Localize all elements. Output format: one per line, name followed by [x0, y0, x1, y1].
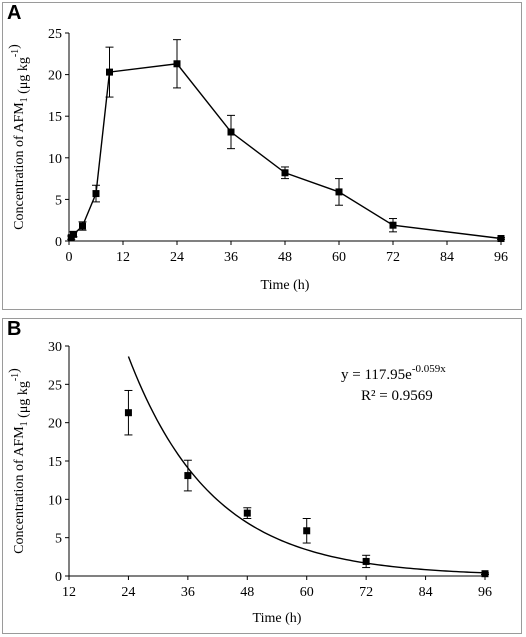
chart-panel-a: A Time (h) Concentration of AFM1 (μg kg-…	[2, 2, 522, 310]
x-tick-label: 96	[478, 585, 492, 600]
x-tick-label: 60	[300, 585, 314, 600]
data-point	[362, 557, 370, 565]
chart-b-svg: Time (h) Concentration of AFM1 (μg kg-1)…	[7, 340, 492, 626]
x-tick-label: 24	[170, 250, 184, 265]
x-tick-label: 72	[359, 585, 373, 600]
x-axis-title-b: Time (h)	[253, 611, 302, 626]
data-point	[303, 527, 311, 535]
x-tick-label: 96	[494, 250, 508, 265]
data-point	[481, 570, 489, 578]
x-tick-label: 60	[332, 250, 346, 265]
x-tick-label: 84	[440, 250, 454, 265]
y-tick-label: 20	[48, 417, 62, 432]
y-axis-title-b: Concentration of AFM1 (μg kg-1)	[7, 368, 31, 554]
x-tick-label: 36	[181, 585, 195, 600]
data-point	[79, 222, 86, 230]
x-tick-label: 48	[278, 250, 292, 265]
data-point	[389, 221, 397, 229]
data-point	[335, 188, 343, 196]
data-point	[227, 128, 235, 136]
chart-a-svg: Time (h) Concentration of AFM1 (μg kg-1)…	[7, 27, 508, 293]
x-tick-label: 84	[419, 585, 433, 600]
panel-label-b: B	[7, 318, 22, 340]
y-tick-label: 0	[55, 570, 62, 585]
y-tick-label: 25	[48, 378, 62, 393]
y-tick-label: 10	[48, 493, 62, 508]
data-point	[70, 230, 77, 238]
y-tick-label: 25	[48, 27, 62, 42]
trendline-r2: R² = 0.9569	[361, 388, 433, 404]
data-point	[243, 509, 251, 517]
data-point	[173, 60, 181, 68]
y-tick-label: 10	[48, 152, 62, 167]
data-point	[497, 235, 505, 243]
chart-panel-b: B Time (h) Concentration of AFM1 (μg kg-…	[2, 318, 522, 634]
y-tick-label: 5	[55, 532, 62, 547]
data-point	[281, 169, 289, 177]
y-tick-label: 20	[48, 69, 62, 84]
x-tick-label: 72	[386, 250, 400, 265]
y-tick-label: 15	[48, 455, 62, 470]
x-tick-label: 12	[116, 250, 130, 265]
trendline-equation: y = 117.95e-0.059x	[341, 363, 446, 383]
data-point	[92, 190, 100, 198]
x-tick-label: 24	[121, 585, 135, 600]
y-tick-label: 5	[55, 193, 62, 208]
data-point	[124, 409, 132, 417]
panel-label-a: A	[7, 2, 22, 24]
y-tick-label: 15	[48, 110, 62, 125]
x-tick-label: 48	[240, 585, 254, 600]
x-axis-title-a: Time (h)	[261, 278, 310, 293]
x-tick-label: 12	[62, 585, 76, 600]
x-tick-label: 0	[66, 250, 73, 265]
y-tick-label: 0	[55, 235, 62, 250]
series-line	[70, 63, 502, 240]
data-point	[106, 68, 113, 76]
data-point	[184, 472, 192, 480]
x-tick-label: 36	[224, 250, 238, 265]
y-axis-title-a: Concentration of AFM1 (μg kg-1)	[7, 44, 31, 230]
y-tick-label: 30	[48, 340, 62, 355]
